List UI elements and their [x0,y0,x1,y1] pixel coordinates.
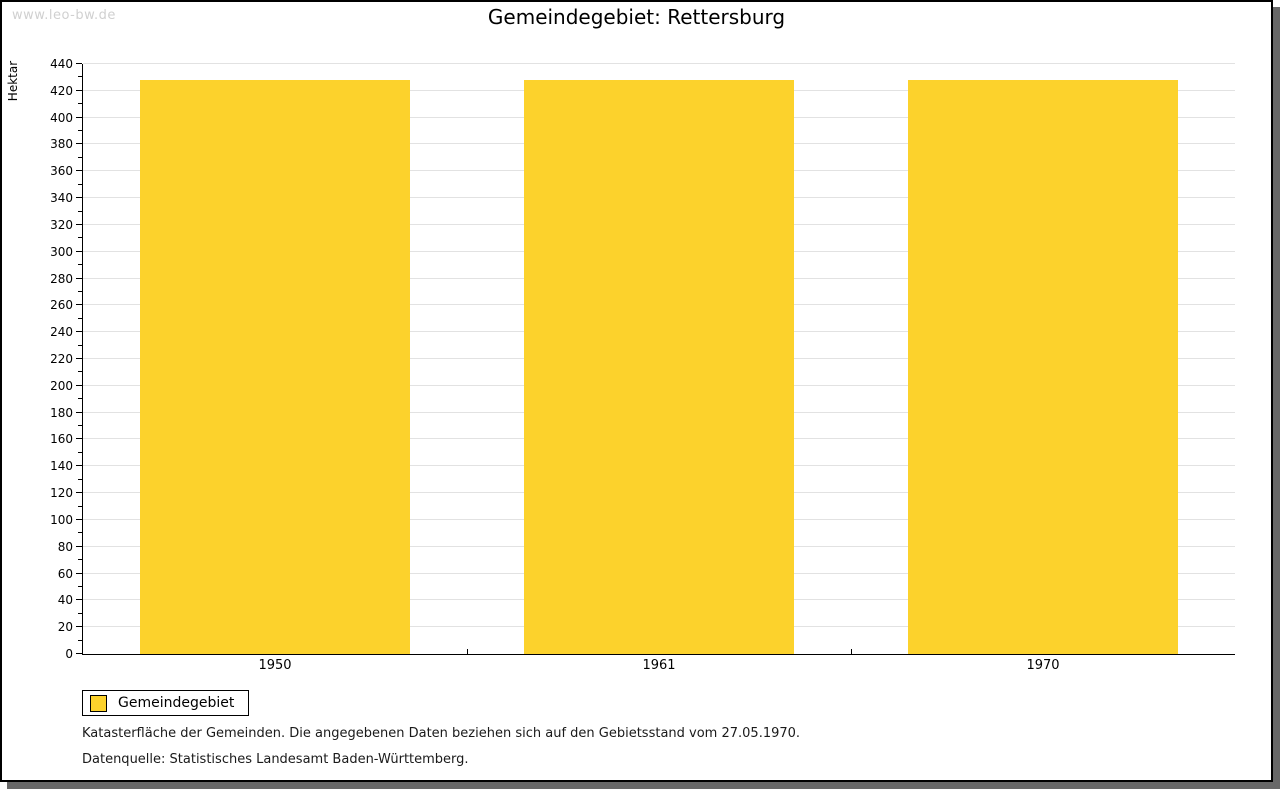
y-tick-label-60: 60 [57,566,73,581]
y-tick-180 [76,411,82,413]
y-minor-tick-250 [78,317,82,319]
y-minor-tick-350 [78,183,82,185]
y-tick-420 [76,89,82,91]
y-tick-label-320: 320 [50,217,73,232]
y-tick-40 [76,599,82,601]
y-minor-tick-430 [78,76,82,78]
y-tick-label-140: 140 [50,459,73,474]
y-tick-label-400: 400 [50,110,73,125]
y-minor-tick-230 [78,344,82,346]
bar-1961 [524,80,794,654]
y-minor-tick-310 [78,237,82,239]
y-tick-label-200: 200 [50,378,73,393]
y-tick-label-20: 20 [57,620,73,635]
y-tick-0 [76,653,82,654]
legend-swatch [90,694,107,712]
bar-1950 [140,80,410,654]
y-tick-20 [76,626,82,628]
y-axis-label: Hektar [6,60,20,102]
y-tick-label-80: 80 [57,539,73,554]
y-tick-label-0: 0 [65,647,73,661]
footnote-source-note: Katasterfläche der Gemeinden. Die angege… [82,726,801,741]
y-tick-label-360: 360 [50,164,73,179]
y-minor-tick-370 [78,156,82,158]
y-tick-440 [76,63,82,64]
y-tick-label-420: 420 [50,83,73,98]
y-tick-400 [76,116,82,118]
x-label-1950: 1950 [258,658,292,673]
y-tick-label-40: 40 [57,593,73,608]
y-tick-320 [76,223,82,225]
y-tick-label-280: 280 [50,271,73,286]
gridline-440 [83,63,1235,64]
y-tick-120 [76,492,82,494]
y-tick-label-440: 440 [50,57,73,71]
x-label-1970: 1970 [1026,658,1060,673]
y-tick-240 [76,331,82,333]
y-tick-300 [76,250,82,252]
y-tick-200 [76,384,82,386]
y-tick-220 [76,358,82,359]
y-tick-100 [76,518,82,520]
x-label-1961: 1961 [642,658,676,673]
y-minor-tick-30 [78,612,82,614]
y-tick-label-100: 100 [50,512,73,527]
y-tick-label-260: 260 [50,298,73,313]
y-minor-tick-70 [78,559,82,561]
y-tick-label-180: 180 [50,405,73,420]
y-minor-tick-90 [78,532,82,534]
y-tick-380 [76,143,82,145]
y-tick-60 [76,572,82,574]
y-tick-label-240: 240 [50,325,73,340]
plot-area: 0 20 40 60 80 100 120 140 160 180 200 220 240 260 280 3… [50,57,1235,673]
y-tick-label-120: 120 [50,486,73,501]
y-minor-tick-270 [78,290,82,292]
y-minor-tick-130 [78,478,82,480]
y-tick-260 [76,304,82,306]
bar-1970 [908,80,1178,654]
y-minor-tick-410 [78,103,82,105]
y-tick-label-380: 380 [50,137,73,152]
y-tick-280 [76,277,82,279]
legend: Gemeindegebiet [82,690,250,716]
y-minor-tick-290 [78,264,82,266]
watermark: www.leo-bw.de [12,8,116,23]
y-tick-80 [76,545,82,547]
y-minor-tick-330 [78,210,82,212]
y-minor-tick-10 [78,639,82,641]
y-minor-tick-390 [78,130,82,132]
y-tick-160 [76,438,82,440]
y-minor-tick-50 [78,585,82,587]
x-boundary-tick-1 [467,649,468,654]
legend-label: Gemeindegebiet [118,695,235,711]
y-minor-tick-150 [78,451,82,453]
y-tick-360 [76,170,82,172]
chart-title: Gemeindegebiet: Rettersburg [487,5,786,29]
y-minor-tick-190 [78,398,82,400]
x-boundary-tick-2 [851,649,852,654]
y-minor-tick-210 [78,371,82,373]
y-tick-label-300: 300 [50,244,73,259]
y-minor-tick-170 [78,425,82,427]
y-tick-label-220: 220 [50,352,73,366]
y-minor-tick-110 [78,505,82,507]
footnote-data-source: Datenquelle: Statistisches Landesamt Bad… [82,752,469,767]
y-tick-label-160: 160 [50,432,73,447]
y-tick-340 [76,197,82,199]
y-tick-label-340: 340 [50,191,73,206]
y-tick-140 [76,465,82,467]
